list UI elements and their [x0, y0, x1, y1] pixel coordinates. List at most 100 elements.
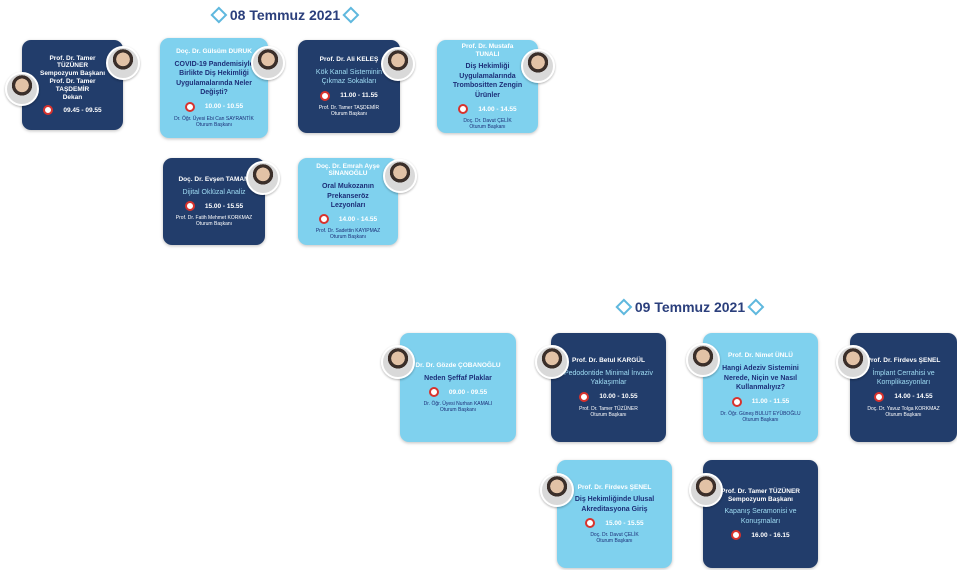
session-title: Dijital Oklüzal Analiz [182, 188, 246, 196]
chair-line: Dr. Öğr. Güneş BULUT EYÜBOĞLU [720, 410, 801, 417]
diamond-icon [615, 298, 633, 316]
diamond-icon [342, 6, 360, 24]
session-time: 15.00 - 15.55 [585, 518, 644, 529]
chair-line: Doç. Dr. Yavuz Tolga KORKMAZ [867, 405, 940, 412]
clock-icon [184, 201, 195, 212]
speaker-line: Prof. Dr. Firdevs ŞENEL [577, 483, 652, 491]
clock-icon [874, 391, 885, 402]
session-time: 10.00 - 10.55 [184, 101, 244, 112]
session-title: İmplant Cerrahisi ve Komplikasyonları [872, 369, 935, 387]
session-card: Prof. Dr. Firdevs ŞENEL İmplant Cerrahisi… [850, 333, 957, 442]
clock-icon [731, 530, 742, 541]
chair-line: Oturum Başkanı [596, 538, 633, 545]
date-text: 08 Temmuz 2021 [229, 7, 341, 23]
session-title: Diş Hekimliği Uygulamalarında Trombositt… [452, 63, 523, 99]
speaker-line: Doç. Dr. Emrah Ayşe SİNANOĞLU [316, 162, 380, 178]
speaker-block: Prof. Dr. Tamer TÜZÜNER Sempozyum Başkanı [721, 488, 800, 504]
speaker-photo [836, 345, 870, 379]
speaker-block: Prof. Dr. Tamer TÜZÜNER Sempozyum Başkanı… [34, 55, 111, 102]
time-text: 14.00 - 14.55 [338, 215, 378, 223]
time-text: 11.00 - 11.55 [340, 92, 378, 100]
speaker-photo [689, 473, 723, 507]
chair-line: Oturum Başkanı [195, 221, 233, 228]
session-title: Oral Mukozanın Prekanseröz Lezyonları [321, 183, 375, 210]
chair-block: Prof. Dr. Fatih Mehmet KORKMAZ Oturum Baş… [176, 215, 252, 227]
chair-line: Prof. Dr. Tamer TÜZÜNER [579, 405, 638, 412]
session-card: Prof. Dr. Tamer TÜZÜNER Sempozyum Başkanı… [22, 40, 123, 130]
speaker-line: Prof. Dr. Tamer TAŞDEMİR [49, 78, 96, 93]
chair-line: Oturum Başkanı [885, 411, 922, 418]
clock-icon [428, 387, 439, 398]
speaker-line: Dekan [62, 93, 83, 101]
session-card: Doç. Dr. Emrah Ayşe SİNANOĞLU Oral Mukoza… [298, 158, 398, 245]
clock-icon [184, 101, 195, 112]
clock-icon [458, 104, 469, 115]
session-time: 16.00 - 16.15 [731, 530, 790, 541]
speaker-line: Prof. Dr. Tamer TÜZÜNER [721, 487, 800, 495]
speaker-line: Sempozyum Başkanı [727, 495, 793, 503]
speaker-block: Prof. Dr. Firdevs ŞENEL [867, 357, 941, 365]
speaker-line: Doç. Dr. Gülsüm DURUK [176, 48, 252, 56]
chair-block: Prof. Dr. Tamer TAŞDEMİR Oturum Başkanı [319, 105, 379, 117]
session-time: 15.00 - 15.55 [184, 201, 243, 212]
speaker-block: Prof. Dr. Mustafa TUNALI [449, 43, 526, 59]
speaker-line: Prof. Dr. Mustafa TUNALI [461, 42, 514, 58]
speaker-photo [246, 161, 280, 195]
speaker-photo [535, 345, 569, 379]
chair-block: Prof. Dr. Tamer TÜZÜNER Oturum Başkanı [579, 406, 638, 418]
speaker-block: Prof. Dr. Nimet ÜNLÜ [728, 352, 793, 360]
speaker-block: Doç. Dr. Evşen TAMAM [178, 176, 249, 184]
chair-block: Doç. Dr. Yavuz Tolga KORKMAZ Oturum Başka… [867, 406, 939, 418]
speaker-line: Doç. Dr. Evşen TAMAM [178, 175, 250, 183]
clock-icon [43, 105, 54, 116]
session-title: Kök Kanal Sisteminin Çıkmaz Sokakları [315, 68, 383, 86]
time-text: 16.00 - 16.15 [751, 531, 790, 539]
chair-line: Prof. Dr. Fatih Mehmet KORKMAZ [175, 215, 253, 222]
session-card: Prof. Dr. Mustafa TUNALI Diş Hekimliği Uy… [437, 40, 538, 133]
chair-line: Oturum Başkanı [329, 234, 367, 241]
session-card: Prof. Dr. Betul KARGÜL Pedodontide Minima… [551, 333, 666, 442]
session-time: 10.00 - 10.55 [579, 391, 638, 402]
diamond-icon [747, 298, 765, 316]
time-text: 10.00 - 10.55 [204, 103, 244, 111]
time-text: 14.00 - 14.55 [478, 105, 517, 113]
speaker-block: Doç. Dr. Gülsüm DURUK [176, 48, 252, 56]
clock-icon [731, 396, 742, 407]
chair-line: Prof. Dr. Sadettin KAYIPMAZ [315, 228, 381, 235]
chair-line: Oturum Başkanı [439, 407, 477, 414]
chair-line: Oturum Başkanı [590, 411, 627, 418]
session-title: Hangi Adeziv Sistemini Nerede, Niçin ve … [722, 365, 799, 392]
clock-icon [579, 391, 590, 402]
session-title: Pedodontide Minimal İnvaziv Yaklaşımlar [563, 369, 654, 387]
speaker-line: Prof. Dr. Tamer TÜZÜNER [49, 54, 96, 70]
clock-icon [585, 518, 596, 529]
chair-line: Doç. Dr. Davut ÇELİK [590, 532, 639, 539]
session-time: 11.00 - 11.55 [731, 396, 789, 407]
clock-icon [320, 90, 331, 101]
speaker-photo [540, 473, 574, 507]
chair-line: Prof. Dr. Tamer TAŞDEMİR [318, 104, 380, 111]
chair-block: Dr. Öğr. Güneş BULUT EYÜBOĞLU Oturum Başk… [720, 411, 800, 423]
speaker-block: Prof. Dr. Ali KELEŞ [320, 56, 379, 64]
speaker-line: Dr. Dr. Gözde ÇOBANOĞLU [415, 361, 501, 369]
chair-block: Dr. Öğr. Üyesi Ebi Can SAYRANTİK Oturum B… [174, 116, 254, 128]
date-heading: 08 Temmuz 2021 [210, 6, 360, 24]
chair-block: Doç. Dr. Davut ÇELİK Oturum Başkanı [590, 532, 638, 544]
speaker-photo [686, 343, 720, 377]
session-title: Kapanış Seramonisi ve Konuşmaları [724, 508, 797, 525]
chair-line: Oturum Başkanı [469, 124, 506, 131]
speaker-photo [5, 72, 39, 106]
time-text: 09.45 - 09.55 [63, 106, 102, 114]
time-text: 14.00 - 14.55 [894, 393, 933, 401]
session-card: Dr. Dr. Gözde ÇOBANOĞLU Neden Şeffaf Plak… [400, 333, 516, 442]
chair-block: Prof. Dr. Sadettin KAYIPMAZ Oturum Başkan… [316, 228, 380, 240]
diamond-icon [210, 6, 228, 24]
clock-icon [318, 214, 329, 225]
session-title: Neden Şeffaf Plaklar [424, 374, 492, 382]
speaker-photo [251, 46, 285, 80]
session-card: Prof. Dr. Firdevs ŞENEL Diş Hekimliğinde … [557, 460, 672, 568]
speaker-photo [521, 49, 555, 83]
session-time: 14.00 - 14.55 [458, 104, 517, 115]
speaker-photo [381, 47, 415, 81]
